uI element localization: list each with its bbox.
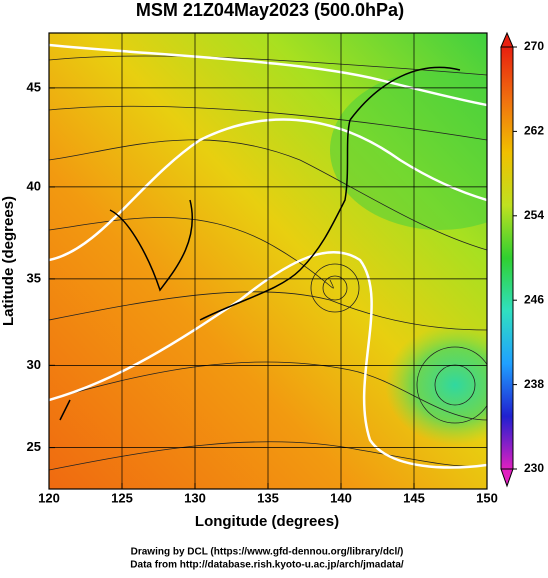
streamline: [49, 105, 487, 141]
x-tick-label: 140: [330, 490, 352, 505]
colorbar-tick-label: 246: [524, 292, 544, 306]
contour: [49, 251, 487, 469]
x-tick-label: 125: [111, 490, 133, 505]
streamline: [49, 139, 487, 251]
colorbar-extend-bottom: [500, 468, 514, 488]
plot-frame: [48, 32, 488, 490]
colorbar-tick-label: 230: [524, 461, 544, 475]
cool-region: [330, 70, 487, 230]
title: MSM 21Z04May2023 (500.0hPa): [136, 0, 404, 20]
y-tick-label: 40: [27, 178, 41, 193]
x-tick-label: 130: [184, 490, 206, 505]
contour: [49, 118, 487, 262]
streamline: [49, 217, 334, 289]
y-tick-label: 35: [27, 270, 41, 285]
streamline: [49, 361, 487, 421]
streamline: [416, 346, 487, 424]
contours: [49, 43, 487, 469]
streamline: [310, 263, 360, 313]
colorbar: [500, 46, 514, 470]
field: [49, 33, 487, 489]
streamlines: [49, 55, 487, 471]
credit: Drawing by DCL (https://www.gfd-dennou.o…: [131, 547, 404, 558]
y-tick-label: 25: [27, 439, 41, 454]
x-tick-label: 120: [38, 490, 60, 505]
coastline: [59, 66, 461, 421]
credit: Data from http://database.rish.kyoto-u.a…: [130, 560, 404, 571]
contour: [49, 43, 487, 107]
colorbar-tick-label: 262: [524, 124, 544, 138]
y-axis-label: Latitude (degrees): [0, 196, 17, 326]
low-region: [385, 325, 487, 445]
x-tick-label: 145: [403, 490, 425, 505]
colorbar-tick-label: 238: [524, 377, 544, 391]
streamline: [49, 291, 487, 331]
x-axis-label: Longitude (degrees): [195, 513, 339, 530]
x-tick-label: 135: [257, 490, 279, 505]
colorbar-tick-label: 270: [524, 39, 544, 53]
streamline: [322, 275, 348, 301]
streamline: [49, 441, 487, 471]
y-tick-label: 30: [27, 357, 41, 372]
streamline: [49, 55, 487, 76]
y-tick-label: 45: [27, 79, 41, 94]
x-tick-label: 150: [476, 490, 498, 505]
colorbar-extend-top: [500, 31, 514, 48]
colorbar-tick-label: 254: [524, 208, 544, 222]
